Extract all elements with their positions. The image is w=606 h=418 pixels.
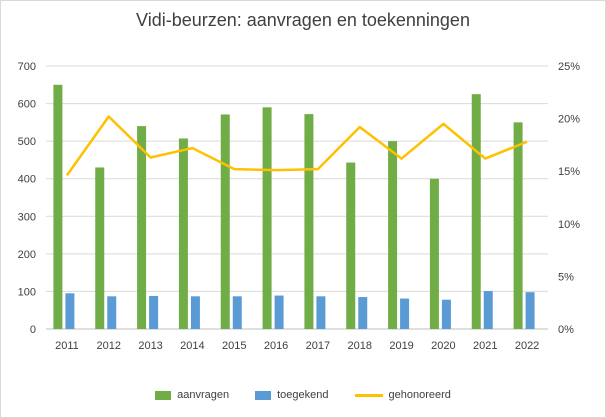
bar-aanvragen-2016 [262, 107, 272, 329]
bar-aanvragen-2014 [178, 138, 188, 329]
right-tick-label: 20% [558, 114, 580, 126]
x-tick-label: 2013 [138, 340, 162, 352]
legend-label-aanvragen: aanvragen [177, 389, 230, 401]
bar-aanvragen-2013 [137, 126, 147, 329]
bar-aanvragen-2011 [53, 84, 63, 330]
legend-swatch-gehonoreerd [354, 393, 383, 397]
bar-toegekend-2021 [483, 291, 493, 329]
legend-label-gehonoreerd: gehonoreerd [388, 389, 451, 401]
x-tick-label: 2020 [431, 340, 455, 352]
bar-aanvragen-2017 [304, 114, 314, 329]
bar-aanvragen-2022 [513, 122, 523, 329]
bar-toegekend-2016 [274, 295, 284, 329]
right-tick-label: 15% [558, 166, 580, 178]
line-gehonoreerd [65, 115, 528, 177]
bars [53, 84, 535, 330]
left-tick-label: 700 [18, 61, 36, 73]
x-axis-ticks: 2011 2012 2013 2014 2015 2016 2017 2018 2019 2020… [55, 340, 539, 352]
bar-aanvragen-2021 [471, 94, 481, 329]
x-tick-label: 2022 [515, 340, 539, 352]
line-series [65, 115, 528, 177]
right-axis-ticks: 0% 5% 10% 15% 20% 25% [558, 61, 580, 336]
left-tick-label: 600 [18, 99, 36, 111]
x-tick-label: 2021 [473, 340, 497, 352]
x-tick-label: 2016 [264, 340, 288, 352]
x-tick-label: 2015 [222, 340, 246, 352]
bar-toegekend-2012 [107, 296, 117, 329]
right-tick-label: 5% [558, 271, 574, 283]
x-tick-label: 2019 [389, 340, 413, 352]
left-tick-label: 400 [18, 174, 36, 186]
bar-toegekend-2014 [190, 296, 200, 329]
legend-item-aanvragen: aanvragen [155, 389, 229, 401]
left-tick-label: 100 [18, 286, 36, 298]
bar-aanvragen-2018 [346, 162, 356, 329]
bar-aanvragen-2020 [429, 178, 439, 329]
bar-toegekend-2022 [525, 292, 535, 329]
chart-title: Vidi-beurzen: aanvragen en toekenningen [136, 10, 470, 30]
legend-item-toegekend: toegekend [255, 389, 329, 401]
bar-toegekend-2011 [65, 293, 75, 329]
legend: aanvragen toegekend gehonoreerd [0, 389, 606, 401]
bar-toegekend-2019 [400, 298, 410, 329]
legend-item-gehonoreerd: gehonoreerd [354, 389, 451, 401]
bar-aanvragen-2019 [388, 141, 398, 329]
legend-swatch-aanvragen [155, 390, 172, 400]
x-tick-label: 2018 [348, 340, 372, 352]
left-tick-label: 500 [18, 136, 36, 148]
x-tick-label: 2017 [306, 340, 330, 352]
bar-aanvragen-2012 [95, 167, 105, 329]
left-tick-label: 0 [30, 324, 36, 336]
bar-toegekend-2017 [316, 296, 326, 329]
left-tick-label: 300 [18, 211, 36, 223]
legend-swatch-toegekend [255, 390, 272, 400]
left-tick-label: 200 [18, 249, 36, 261]
x-tick-label: 2012 [97, 340, 121, 352]
x-tick-label: 2014 [180, 340, 204, 352]
grid-lines [46, 65, 548, 330]
legend-label-toegekend: toegekend [277, 389, 329, 401]
bar-toegekend-2015 [232, 296, 242, 329]
right-tick-label: 0% [558, 324, 574, 336]
x-tick-label: 2011 [55, 340, 79, 352]
bar-aanvragen-2015 [220, 114, 230, 330]
bar-toegekend-2020 [441, 299, 451, 329]
bar-toegekend-2018 [358, 297, 368, 329]
right-tick-label: 10% [558, 219, 580, 231]
bar-toegekend-2013 [149, 295, 159, 329]
right-tick-label: 25% [558, 61, 580, 73]
left-axis-ticks: 0 100 200 300 400 500 600 700 [18, 61, 36, 336]
